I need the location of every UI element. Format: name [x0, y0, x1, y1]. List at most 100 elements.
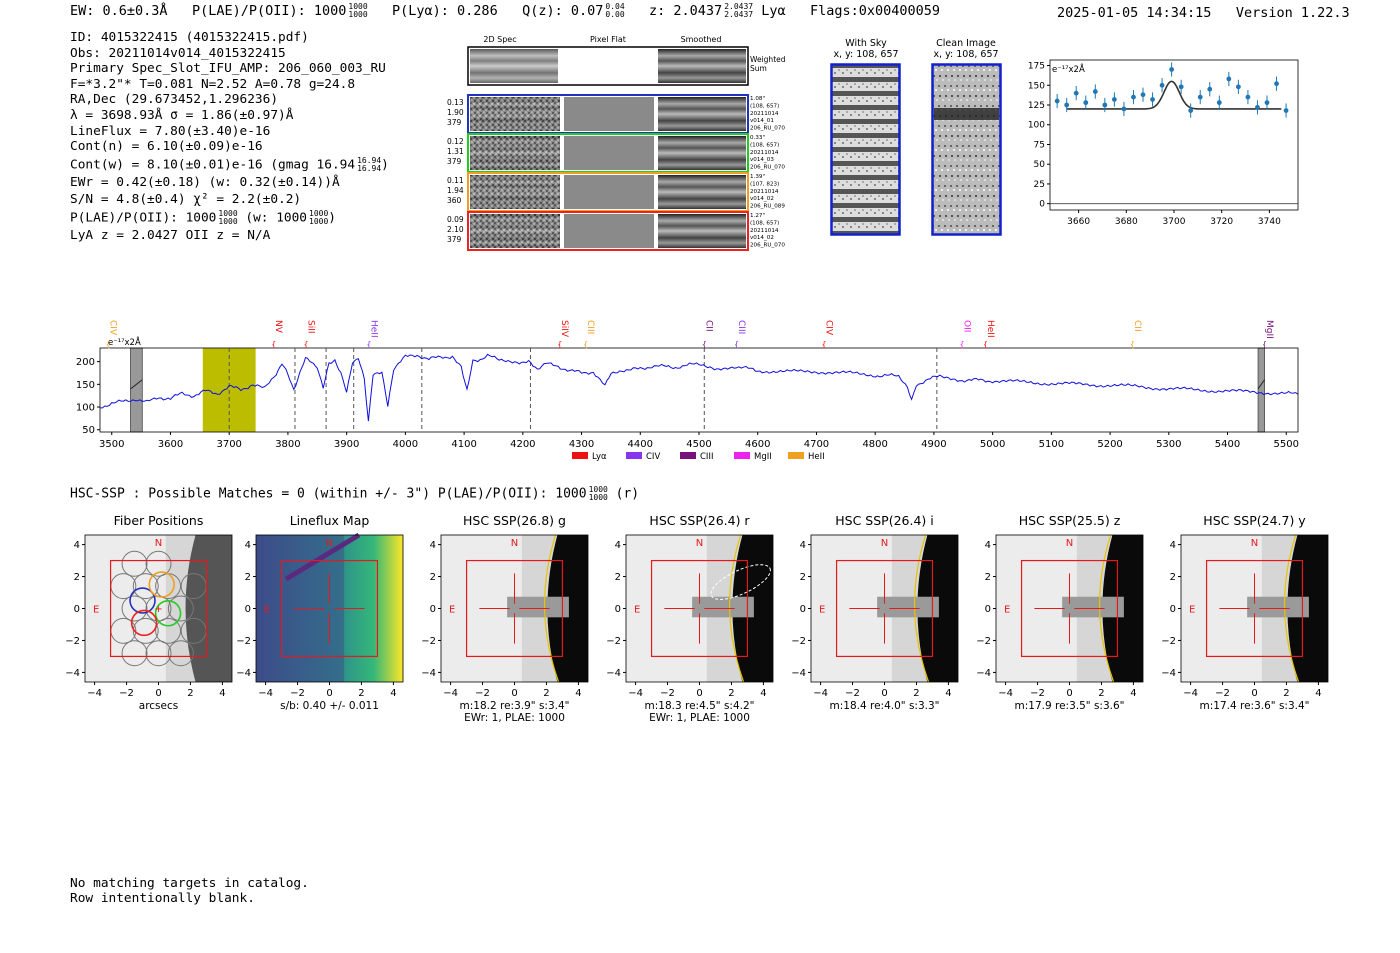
spectrum-ytick-label: 150: [76, 380, 95, 391]
east-label: E: [93, 605, 99, 616]
hsc-ytick-label: −2: [236, 636, 251, 647]
cutout-smoothed: [658, 175, 746, 209]
hsc-xtick-label: −2: [475, 688, 490, 699]
cutout-pixelflat: [564, 175, 654, 209]
clean-image: [931, 63, 1002, 236]
spectrum-line-label: MgII: [1264, 320, 1274, 339]
zoom-data-point: [1216, 100, 1222, 106]
hsc-caption: m:18.2 re:3.9" s:3.4": [460, 700, 570, 712]
hsc-panel: HSC SSP(24.7) y N E −4 −4 −2 −2 0 0 2 2 4 4 m:17.4 re…: [1161, 513, 1329, 712]
spectrum-xtick-label: 4900: [921, 439, 946, 450]
info-plae: P(LAE)/P(OII): 1000 1000 1000 (w: 1000 1000…: [70, 209, 336, 227]
spectrum-line-marker: {: [557, 340, 562, 349]
zoom-data-point: [1197, 94, 1203, 100]
legend-swatch: [626, 452, 642, 459]
hsc-ytick-label: 0: [985, 604, 991, 615]
hsc-xtick-label: 4: [760, 688, 766, 699]
hsc-caption: m:17.4 re:3.6" s:3.4": [1200, 700, 1310, 712]
fiber-circle: [132, 617, 159, 644]
plya-value: P(Lyα): 0.286: [392, 3, 498, 19]
hsc-panel-title: HSC SSP(26.4) r: [649, 513, 750, 528]
zoom-ytick-label: 0: [1039, 200, 1045, 210]
hsc-xtick-label: −2: [119, 688, 134, 699]
hsc-xtick-label: 0: [326, 688, 332, 699]
cutout-pixelflat: [564, 214, 654, 248]
zoom-data-point: [1235, 84, 1241, 90]
clean-image-title: Clean Image x, y: 108, 657: [933, 38, 999, 60]
cutout-smoothed: [658, 214, 746, 248]
zoom-ytick-label: 150: [1028, 81, 1045, 91]
hsc-xtick-label: −2: [660, 688, 675, 699]
cutout-row-left-label: 1.31: [447, 147, 464, 156]
spectrum-line-marker: {: [106, 340, 111, 349]
plae-fraction: 1000 1000: [348, 2, 368, 19]
fiber-circle: [121, 640, 148, 667]
cutout-row-left-label: 0.13: [447, 98, 464, 107]
spectrum-axes-frame: [99, 347, 1299, 433]
legend-label: Lyα: [592, 452, 607, 462]
catalog-note-line1: No matching targets in catalog.: [70, 876, 309, 891]
version: Version 1.22.3: [1235, 5, 1350, 21]
north-label: N: [1251, 538, 1258, 549]
cutout-row-right-label: v014_03: [750, 157, 774, 163]
cutout-row-right-label: 1.39": [750, 174, 765, 180]
hsc-ytick-label: −4: [1161, 668, 1176, 679]
lineflux-map-streak: [284, 532, 361, 582]
legend-label: MgII: [754, 452, 772, 462]
spectrum-line-marker: {: [271, 340, 276, 349]
cutout-row-left-label: 379: [447, 235, 462, 244]
clean-image-band: [934, 108, 999, 120]
cutout-row-right-label: (108, 657): [750, 142, 779, 148]
hsc-red-box: [465, 559, 564, 658]
spectrum-xtick-label: 4600: [745, 439, 770, 450]
hsc-caption: m:18.3 re:4.5" s:4.2": [645, 700, 755, 712]
zoom-ytick-label: 175: [1028, 62, 1045, 72]
north-label: N: [1066, 538, 1073, 549]
spectrum-line-label: NV: [273, 320, 283, 334]
info-id: ID: 4015322415 (4015322415.pdf): [70, 30, 309, 45]
cutout-smoothed: [658, 97, 746, 131]
fiber-circle: [121, 595, 148, 622]
spectrum-xtick-label: 3600: [158, 439, 183, 450]
hsc-panel: HSC SSP(25.5) z N E −4 −4 −2 −2 0 0 2 2 4 4 m:17.9 re…: [976, 513, 1144, 712]
legend-label: CIII: [700, 452, 713, 462]
fiber-circle: [132, 573, 159, 600]
zoom-data-point: [1264, 100, 1270, 106]
hsc-xtick-label: −4: [628, 688, 643, 699]
hsc-ytick-label: −4: [791, 668, 806, 679]
hsc-ytick-label: 0: [430, 604, 436, 615]
cutout-row-left-label: 1.94: [447, 186, 464, 195]
hsc-xtick-label: 0: [1251, 688, 1257, 699]
col-title-2dspec: 2D Spec: [483, 35, 516, 44]
hsc-panel: HSC SSP(26.4) r N E −4 −4 −2 −2 0 0 2 2 4 4 m:18.3 re…: [606, 513, 774, 724]
zoom-data-point: [1102, 102, 1108, 108]
catalog-note: No matching targets in catalog. Row inte…: [70, 876, 309, 906]
z-value: z: 2.0437: [649, 3, 723, 19]
hsc-galaxy-structure: [1062, 596, 1124, 618]
zoom-data-point: [1274, 81, 1279, 87]
zoom-data-point: [1131, 94, 1136, 100]
hsc-ytick-label: 2: [245, 572, 251, 583]
zoom-data-point: [1054, 98, 1060, 104]
ew-value: EW: 0.6±0.3Å: [70, 3, 168, 19]
cutout-row-right-label: 206_RU_070: [750, 126, 785, 132]
hsc-xtick-label: −2: [845, 688, 860, 699]
legend-label: CIV: [646, 452, 660, 462]
hsc-ytick-label: −4: [65, 668, 80, 679]
hsc-caption-2: EWr: 1, PLAE: 1000: [464, 712, 565, 724]
info-obs: Obs: 20211014v014_4015322415: [70, 45, 286, 61]
info-contn: Cont(n) = 6.10(±0.09)e-16: [70, 139, 263, 155]
hsc-red-box: [835, 559, 934, 658]
fiber-circle: [145, 640, 172, 667]
detection-info: ID: 4015322415 (4015322415.pdf) Obs: 202…: [70, 30, 389, 244]
north-label: N: [326, 538, 333, 549]
fiber-highlight-circle: [154, 600, 182, 627]
zoom-model-line: [1066, 80, 1282, 110]
cutout-row-right-label: (107, 823): [750, 181, 779, 187]
hsc-ytick-label: 4: [615, 540, 621, 551]
cutout-row-right-label: 0.33": [750, 135, 765, 141]
hsc-ytick-label: 2: [615, 572, 621, 583]
hsc-xtick-label: 0: [511, 688, 517, 699]
zoom-data-point: [1283, 108, 1289, 113]
